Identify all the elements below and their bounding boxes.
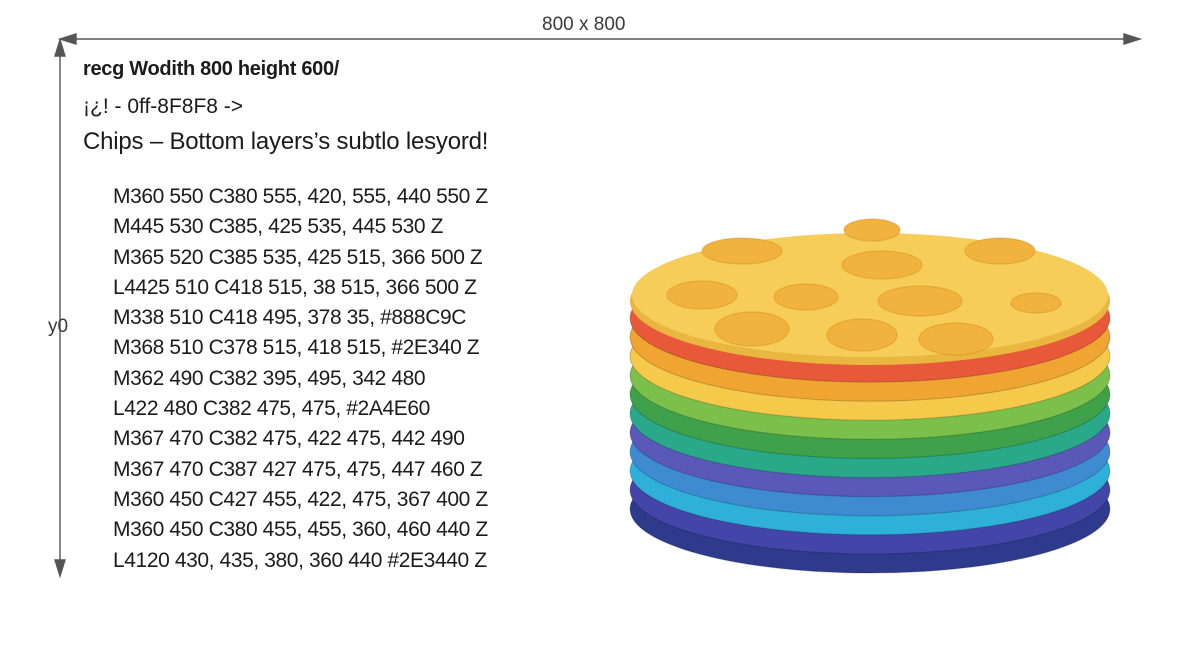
path-line: M360 450 C380 455, 455, 360, 460 440 Z: [113, 518, 488, 542]
width-dimension-label: 800 x 800: [542, 14, 626, 35]
path-line: M360 550 C380 555, 420, 555, 440 550 Z: [113, 185, 488, 208]
chip-spot: [714, 311, 790, 347]
path-line: M367 470 C382 475, 422 475, 442 490: [113, 427, 465, 451]
chip-spot: [843, 218, 901, 242]
chip-spot: [826, 318, 898, 352]
chip-spot: [841, 250, 923, 280]
path-command-list: M360 550 C380 555, 420, 555, 440 550 Z M…: [113, 182, 488, 576]
path-line: L422 480 C382 475, 475, #2A4E60: [113, 397, 430, 421]
heading-title-line: Chips – Bottom layers’s subtlo lesyord!: [83, 128, 489, 155]
top-chip: [630, 218, 1110, 365]
chip-spot: [918, 322, 994, 356]
height-dimension-label: y0: [48, 316, 69, 337]
path-line: L4425 510 C418 515, 38 515, 366 500 Z: [113, 275, 477, 299]
path-line: M367 470 C387 427 475, 475, 447 460 Z: [113, 457, 483, 481]
chip-spot: [877, 285, 963, 317]
heading-size-line: recg Wodith 800 height 600/: [83, 58, 340, 80]
path-line: M338 510 C418 495, 378 35, #888C9C: [113, 306, 467, 330]
chip-spot: [773, 283, 839, 311]
heading-color-line: ¡¿! - 0ff-8F8F8 ->: [83, 95, 244, 118]
chip-spot: [701, 237, 783, 265]
chip-spot: [1010, 292, 1062, 314]
chip-spot: [964, 237, 1036, 265]
chip-spot: [666, 280, 738, 310]
stacked-chips-illustration: [629, 218, 1111, 574]
path-line: M368 510 C378 515, 418 515, #2E340 Z: [113, 336, 480, 360]
path-line: M360 450 C427 455, 422, 475, 367 400 Z: [113, 487, 488, 511]
path-line: M365 520 C385 535, 425 515, 366 500 Z: [113, 245, 483, 269]
path-line: M362 490 C382 395, 495, 342 480: [113, 366, 426, 390]
path-line: M445 530 C385, 425 535, 445 530 Z: [113, 215, 444, 239]
path-line: L4120 430, 435, 380, 360 440 #2E3440 Z: [113, 548, 487, 572]
